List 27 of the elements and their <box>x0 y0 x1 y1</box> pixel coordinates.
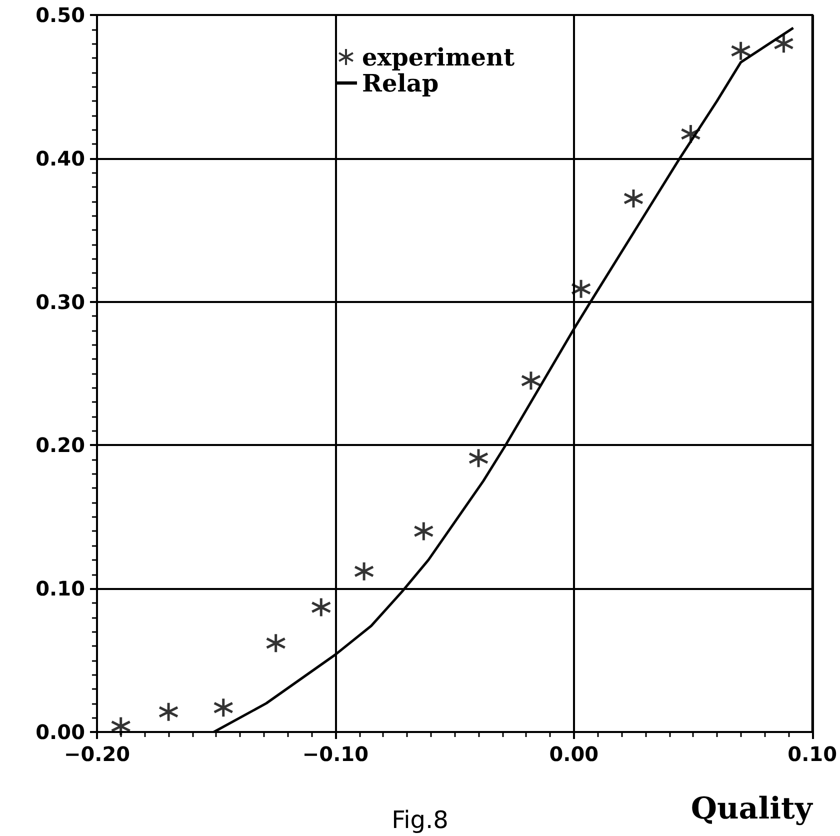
x-tick-label: 0.10 <box>788 742 838 766</box>
x-tick-label: 0.00 <box>549 742 599 766</box>
y-tick-label: 0.30 <box>36 290 85 314</box>
x-axis-title: Quality <box>690 792 814 826</box>
point <box>520 370 542 391</box>
caption: Fig.8 <box>392 806 448 834</box>
point <box>468 448 489 468</box>
y-tick-label: 0.20 <box>36 433 85 458</box>
point <box>413 520 434 542</box>
point <box>266 632 286 654</box>
point <box>110 716 132 737</box>
legend-label: experiment <box>362 42 515 72</box>
point <box>310 596 332 618</box>
point <box>730 40 752 62</box>
y-tick-label: 0.50 <box>36 3 85 27</box>
point <box>158 702 179 722</box>
y-tick-label: 0.00 <box>36 720 85 744</box>
point <box>623 188 644 209</box>
y-tick-label: 0.10 <box>36 576 85 601</box>
x-tick-label: −0.10 <box>302 742 368 766</box>
point <box>773 33 794 54</box>
point <box>680 124 701 144</box>
point <box>354 561 374 582</box>
y-tick-label: 0.40 <box>36 146 85 170</box>
x-tick-label: −0.20 <box>64 742 130 766</box>
point <box>213 697 234 718</box>
point <box>570 278 592 300</box>
